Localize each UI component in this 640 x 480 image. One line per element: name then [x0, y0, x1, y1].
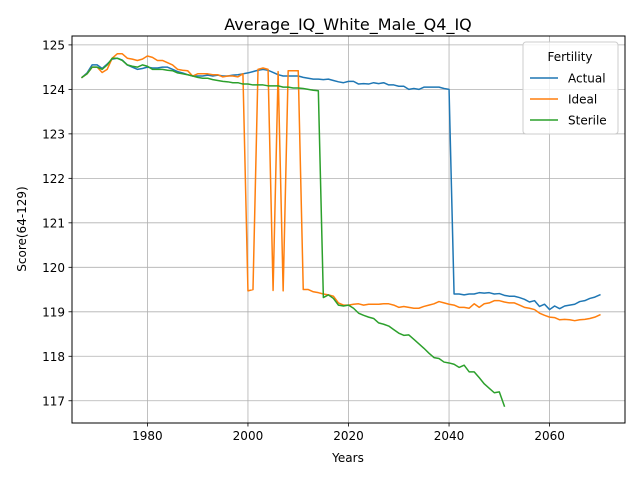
- y-tick-label: 125: [42, 38, 65, 52]
- y-tick-label: 123: [42, 127, 65, 141]
- legend-box: [522, 41, 619, 135]
- y-tick-label: 120: [42, 261, 65, 275]
- legend-label-actual: Actual: [568, 72, 606, 86]
- y-tick-label: 121: [42, 216, 65, 230]
- x-tick-label: 2040: [434, 429, 465, 443]
- series-line-sterile: [81, 57, 506, 408]
- series-line-actual: [80, 57, 601, 311]
- y-axis-label: Score(64-129): [15, 186, 29, 271]
- series-group: [80, 53, 601, 408]
- grid: [72, 36, 625, 423]
- series-line-ideal: [81, 53, 601, 322]
- legend-title: Fertility: [547, 50, 592, 64]
- legend-label-ideal: Ideal: [568, 93, 597, 107]
- legend-label-sterile: Sterile: [568, 114, 607, 128]
- y-tick-label: 117: [42, 394, 65, 408]
- x-tick-label: 2020: [333, 429, 364, 443]
- chart-title: Average_IQ_White_Male_Q4_IQ: [224, 15, 472, 35]
- y-axis: 117 118 119 120 121 122 123 124 125: [42, 38, 72, 408]
- x-tick-label: 2000: [233, 429, 264, 443]
- x-tick-label: 1980: [132, 429, 163, 443]
- x-axis: 1980 2000 2020 2040 2060: [132, 423, 565, 443]
- x-tick-label: 2060: [534, 429, 565, 443]
- y-tick-label: 118: [42, 350, 65, 364]
- legend: Fertility Actual Ideal Sterile: [522, 41, 619, 135]
- y-tick-label: 122: [42, 172, 65, 186]
- x-axis-label: Years: [331, 451, 364, 465]
- legend-items: Actual Ideal Sterile: [530, 72, 607, 128]
- y-tick-label: 124: [42, 83, 65, 97]
- y-tick-label: 119: [42, 305, 65, 319]
